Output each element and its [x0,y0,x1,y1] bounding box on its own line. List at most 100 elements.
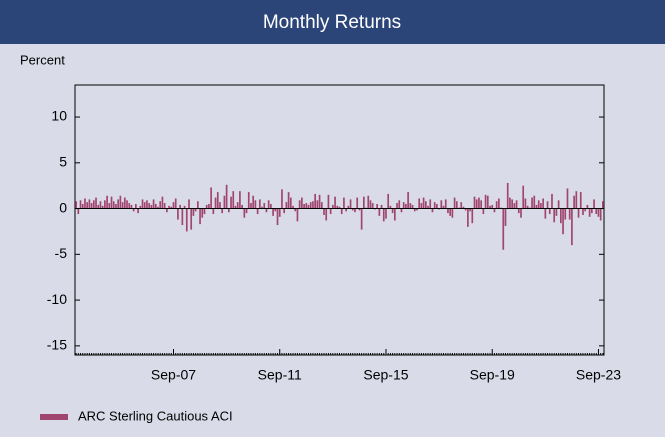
bar [296,208,299,222]
bar [531,197,533,209]
bar [307,204,310,209]
bar [219,202,221,209]
bar [436,203,438,209]
bar [498,198,500,209]
bar [475,199,478,209]
bar [363,196,365,209]
bar [356,197,359,209]
bar [214,197,217,209]
bar [564,208,567,220]
bar [467,208,469,227]
bar [599,208,602,221]
bar [502,208,505,250]
bar [225,184,228,209]
bar [81,203,84,209]
bar [537,200,540,209]
chart-title: Monthly Returns [263,12,401,33]
bar [188,199,190,209]
y-tick-label: 0 [59,199,67,215]
bar [150,204,153,209]
bar [314,193,316,209]
bar [86,202,89,209]
bar [201,208,204,218]
bar [283,208,286,214]
bar [265,208,268,213]
bar [398,200,401,209]
bar [334,196,336,209]
bar [380,204,383,209]
y-tick-label: 10 [51,108,67,124]
bar [371,203,374,209]
bar [159,201,162,209]
bar [104,200,106,209]
bar [241,204,243,209]
bar [148,203,150,209]
bar [185,208,188,232]
bar [223,195,226,209]
bar [602,201,604,209]
bar [382,208,385,222]
bar [433,202,436,209]
bar [236,202,239,209]
bar [221,208,224,214]
bar [422,197,425,209]
bar [584,208,587,212]
bar [132,208,135,212]
bar [520,208,522,218]
bar [544,208,547,219]
bar [402,202,405,209]
bar [247,192,250,209]
bar [351,208,354,211]
bar [542,198,544,209]
bar [79,200,82,209]
bar [405,203,407,209]
bar [97,204,100,209]
bar [139,205,142,209]
bar [88,199,91,209]
bar [77,208,80,215]
bar [239,191,241,209]
bar [205,204,208,209]
bar [316,200,319,209]
bar [517,208,520,214]
bar [429,199,432,209]
bar [101,205,104,209]
bar [161,196,164,209]
bar [551,193,553,209]
bar [511,199,513,209]
bar [343,197,345,209]
bar [396,203,398,209]
bar [227,208,230,213]
bar [216,192,219,209]
bar [557,200,560,209]
bar [440,200,443,209]
bar [515,200,518,209]
bar [130,204,133,209]
bar [586,204,589,209]
bar [455,201,458,209]
bar [172,202,175,209]
bar [323,208,325,215]
bar [575,191,578,209]
bar [340,208,343,215]
bar [190,208,193,230]
bar [254,200,257,209]
bar [464,208,467,211]
y-tick-label: 5 [59,153,67,169]
bar [391,208,394,214]
bar [285,202,288,209]
bar [559,208,562,224]
bar [509,197,511,209]
bar [345,208,347,212]
y-axis-label: Percent [20,52,65,67]
bar [595,208,598,215]
title-bar [0,0,665,44]
bar [166,208,168,213]
bar [146,200,148,209]
bar [526,205,529,209]
bar [588,208,591,217]
bar [590,208,593,214]
bar [115,203,117,209]
bar [533,195,536,209]
